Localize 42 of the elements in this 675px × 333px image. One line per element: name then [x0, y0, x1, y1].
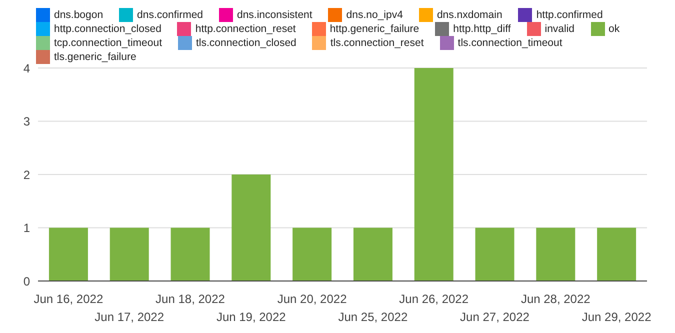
legend-label: tls.connection_closed	[196, 36, 296, 49]
x-tick-label: Jun 18, 2022	[156, 292, 226, 306]
x-tick-label: Jun 25, 2022	[338, 310, 408, 324]
bar	[597, 228, 636, 281]
bar	[110, 228, 149, 281]
y-tick-label: 0	[23, 274, 30, 288]
bar	[232, 174, 271, 281]
legend-label: dns.no_ipv4	[346, 8, 403, 21]
bar	[353, 228, 392, 281]
legend-label: dns.inconsistent	[237, 8, 312, 21]
x-tick-label: Jun 19, 2022	[216, 310, 286, 324]
x-tick-label: Jun 20, 2022	[277, 292, 348, 306]
legend-label: tls.connection_reset	[330, 36, 424, 49]
legend-label: dns.bogon	[54, 8, 104, 21]
y-tick-label: 4	[23, 61, 30, 76]
legend-label: tls.connection_timeout	[458, 36, 562, 49]
x-tick-label: Jun 28, 2022	[520, 292, 591, 306]
x-tick-label: Jun 27, 2022	[460, 310, 530, 324]
legend-label: tcp.connection_timeout	[54, 36, 162, 49]
y-tick-label: 3	[23, 114, 30, 129]
legend-label: http.confirmed	[536, 8, 603, 21]
y-tick-label: 2	[23, 168, 30, 182]
legend-label: ok	[608, 22, 620, 35]
bar	[292, 228, 332, 281]
legend-label: tls.generic_failure	[54, 50, 136, 63]
bar	[170, 228, 210, 281]
x-tick-label: Jun 16, 2022	[34, 292, 104, 306]
legend-label: http.connection_closed	[54, 22, 162, 35]
bar	[48, 228, 88, 281]
legend-label: http.http_diff	[453, 22, 511, 35]
legend-label: http.generic_failure	[330, 22, 420, 35]
bar	[414, 68, 454, 281]
y-tick-label: 1	[23, 221, 30, 236]
legend-label: dns.nxdomain	[436, 8, 502, 21]
bar	[475, 228, 514, 281]
legend-label: invalid	[544, 22, 575, 35]
legend-label: http.connection_reset	[195, 22, 296, 35]
legend-label: dns.confirmed	[137, 8, 203, 21]
x-tick-label: Jun 26, 2022	[399, 292, 469, 306]
x-tick-label: Jun 29, 2022	[582, 310, 652, 324]
x-tick-label: Jun 17, 2022	[94, 310, 164, 324]
bar	[536, 228, 576, 281]
